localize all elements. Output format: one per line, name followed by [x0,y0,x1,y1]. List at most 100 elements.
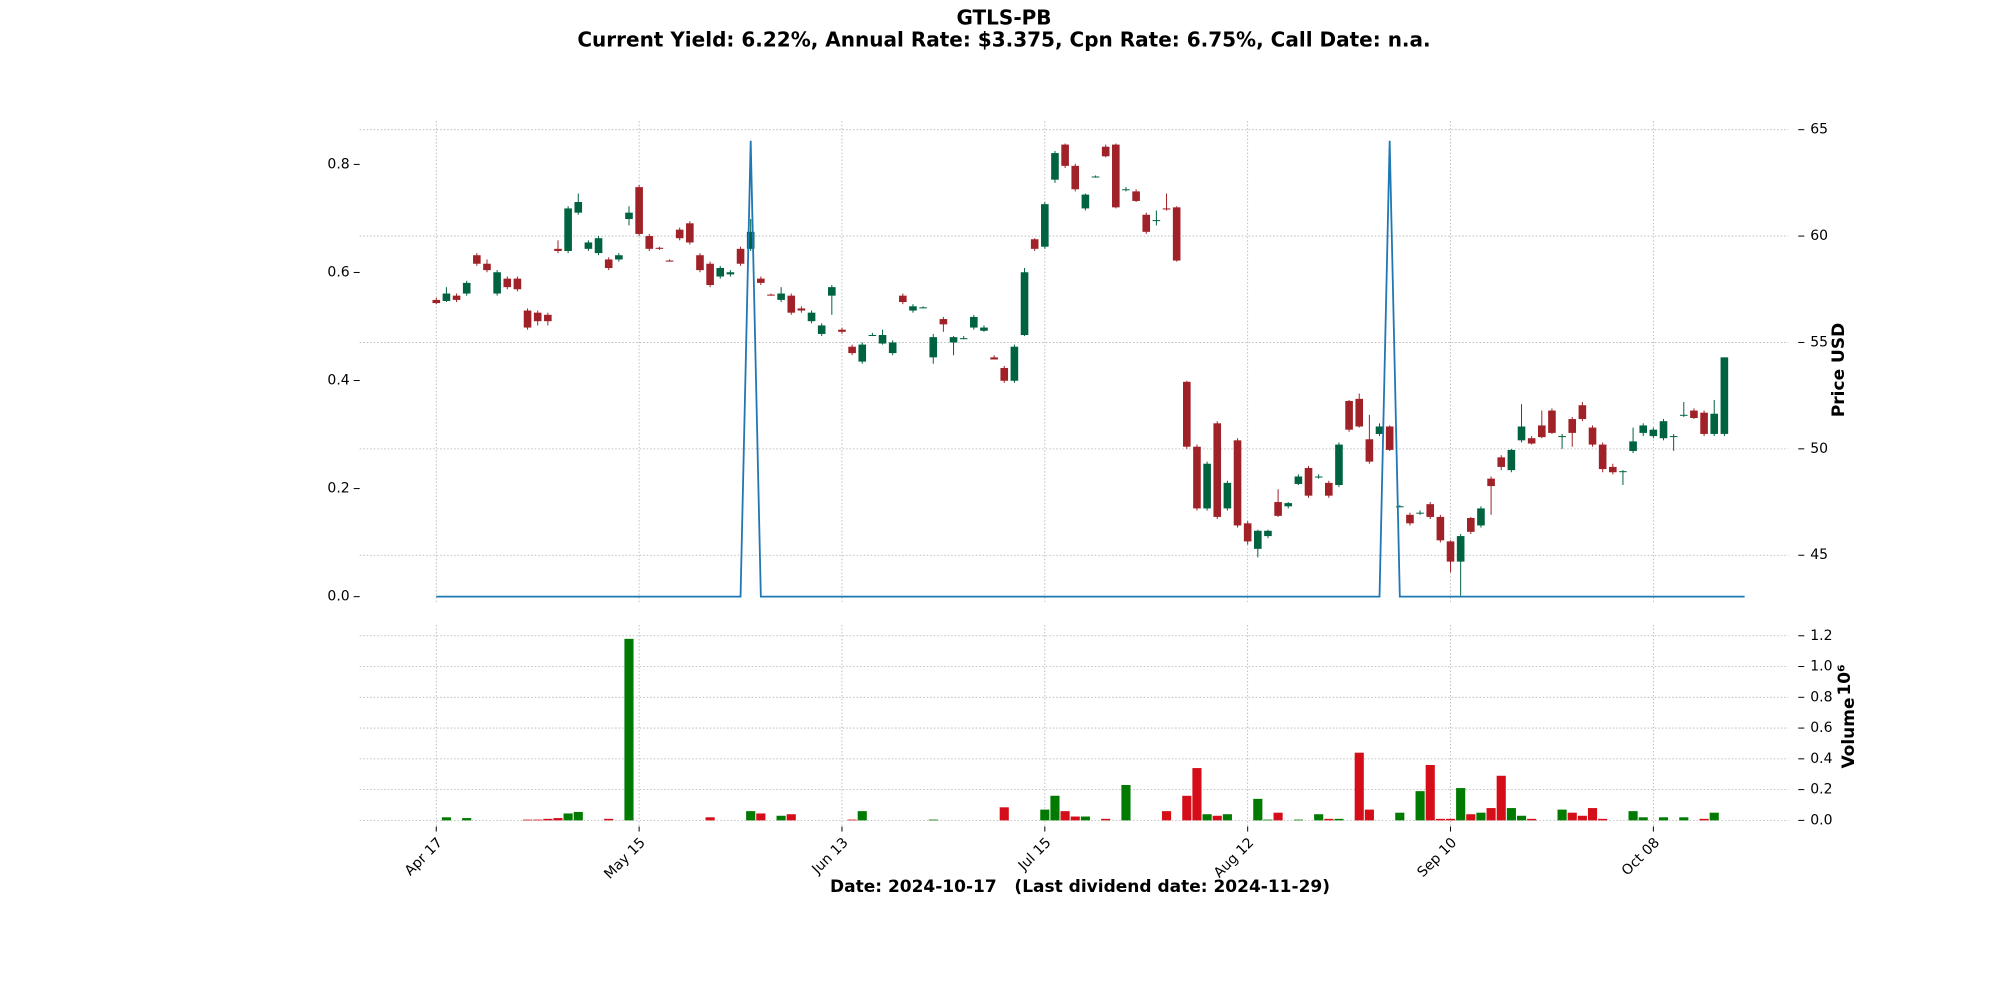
volume-bar [756,813,766,821]
volume-bar [1080,816,1090,821]
candle-body [899,295,907,303]
candle-body [554,248,562,251]
y-tick-label: 60 [1810,228,1828,244]
candle-body [817,325,826,334]
y-tick-label: 65 [1810,122,1828,138]
y-tick-label: 50 [1810,441,1828,457]
candle-body [1477,508,1485,526]
volume-tick-label: 0.2 [1810,782,1832,798]
volume-bar [1466,814,1476,821]
volume-bar [604,818,614,821]
x-tick-label: Aug 12 [1211,835,1257,881]
candle-body [686,223,694,243]
candle-body [1355,398,1364,427]
candle-body [1629,441,1637,451]
chart-subtitle: Current Yield: 6.22%, Annual Rate: $3.37… [577,28,1430,52]
candle-body [1436,516,1445,541]
volume-tick-label: 0.4 [1810,751,1832,767]
candle-body [1568,419,1577,433]
candle-body [1456,536,1465,562]
candle-body [655,247,664,249]
volume-bar [1598,818,1608,821]
candle-body [1426,504,1435,517]
candle-body [1679,414,1688,416]
candle-body [1690,410,1698,418]
candle-body [615,255,623,260]
candle-body [1213,423,1222,517]
candle-body [533,312,542,322]
volume-bar [1364,809,1374,821]
candle-body [452,295,461,300]
volume-bar [1516,815,1527,821]
volume-bar [441,817,451,821]
candle-body [1700,412,1708,434]
volume-bar [847,819,857,821]
volume-bar [1567,812,1577,821]
x-tick-label: Oct 08 [1619,835,1663,879]
candle-body [1396,506,1404,508]
volume-bar [1456,788,1466,821]
candle-body [1406,514,1414,524]
candle-body [594,238,603,254]
candle-body [1010,346,1019,381]
volume-bar [553,818,563,821]
candle-body [1233,440,1242,526]
candle-body [1030,239,1039,249]
y2-tick-label: 0.0 [327,589,349,605]
candle-body [1254,530,1262,549]
candle-body [442,293,451,301]
candle-body [970,316,978,328]
volume-bar [1202,814,1212,821]
volume-axis-label: Volume [1839,697,1859,768]
volume-tick-label: 0.8 [1810,689,1832,705]
candle-body [1365,439,1374,462]
volume-bar [1425,764,1435,821]
x-tick-label: Jul 15 [1015,835,1055,875]
candle-body [1264,530,1272,537]
volume-bar [1253,798,1263,821]
y-tick-label: 45 [1810,547,1828,563]
candle-body [675,229,684,239]
candle-body [990,357,998,360]
candle-body [1000,367,1009,381]
candle-body [1071,165,1080,190]
volume-bar [1638,817,1648,821]
volume-bar [573,811,583,821]
candle-body [1020,272,1029,336]
candle-body [645,236,654,249]
y-axis-label: Price USD [1829,323,1849,417]
volume-bar [1658,817,1669,821]
candle-body [432,299,441,304]
candle-body [1669,436,1678,438]
volume-bar [624,638,634,821]
candle-body [1172,207,1181,261]
volume-bar [1445,818,1456,821]
candle-body [838,329,846,332]
candle-body [716,267,725,277]
volume-bar [1101,818,1111,821]
candle-body [1497,457,1506,467]
candle-body [706,263,714,286]
volume-bar [1709,812,1719,821]
volume-bar [543,818,553,821]
candle-body [1203,463,1211,509]
candle-body [1101,146,1110,157]
candle-body [939,319,948,325]
candle-body [1223,482,1232,509]
volume-bar [1060,811,1070,821]
candle-body [1061,144,1069,166]
volume-tick-label: 0.0 [1810,812,1832,828]
candle-body [483,263,491,271]
candle-body [1375,426,1384,434]
candle-body [1588,427,1597,445]
y2-tick-label: 0.6 [327,264,349,280]
candle-body [696,255,704,271]
x-tick-label: Sep 10 [1414,835,1460,881]
candle-body [1294,476,1303,484]
volume-bar [746,811,756,821]
candle-body [1112,144,1120,208]
candle-body [1183,381,1191,447]
chart-title: GTLS-PB [956,6,1051,30]
candle-body [1274,502,1282,516]
candle-body [493,272,501,294]
